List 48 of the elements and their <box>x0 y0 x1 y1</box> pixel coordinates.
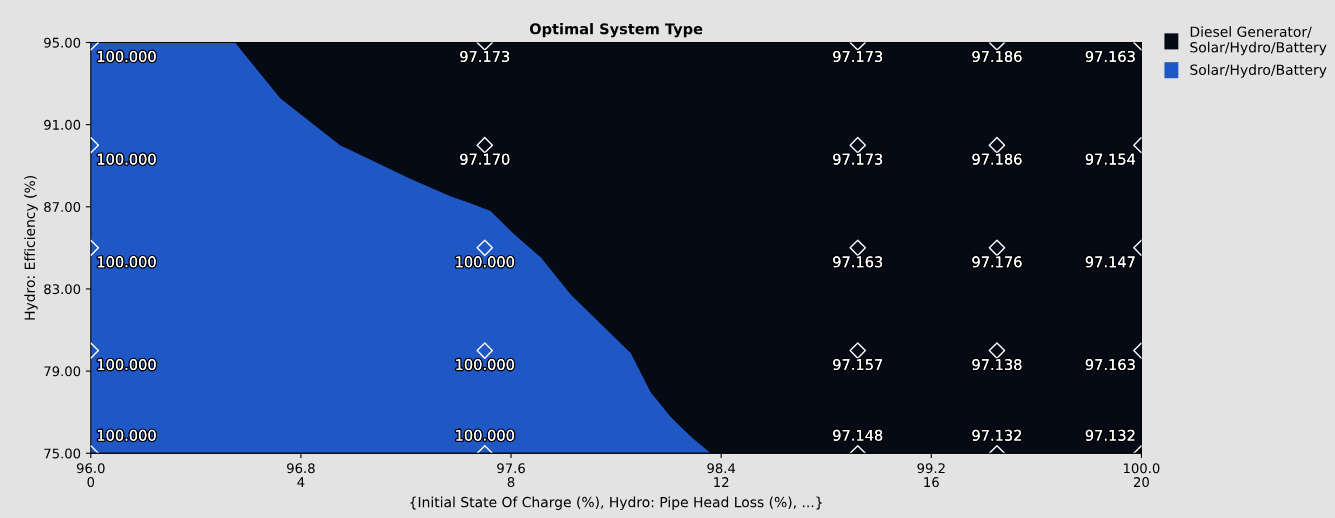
annotation: 97.138 <box>972 359 1022 371</box>
x-tick-label: 98.4 <box>707 463 736 474</box>
annotation: 97.132 <box>1085 429 1135 441</box>
annotation: 97.163 <box>1085 50 1135 62</box>
band-label: Diesel Generator/ Solar/Hydro/Battery <box>1190 26 1327 56</box>
annotation: 97.176 <box>972 256 1022 268</box>
annotation: 100.000 <box>456 256 514 268</box>
y-tick-label: 83.00 <box>44 284 81 295</box>
x2-tick-label: 16 <box>924 477 939 488</box>
x-tick-label: 100.0 <box>1123 463 1160 474</box>
x-tick-label: 97.6 <box>497 463 525 474</box>
annotation: 97.147 <box>1085 256 1135 268</box>
annotation: 100.000 <box>97 429 156 441</box>
annotation: 97.173 <box>460 50 510 62</box>
x2-tick-label: 8 <box>507 477 515 488</box>
y-tick-label: 87.00 <box>44 202 81 212</box>
x2-tick-label: 20 <box>1134 477 1149 488</box>
annotation: 100.000 <box>97 359 156 371</box>
legend-label: Solar/Hydro/Battery <box>1190 64 1327 78</box>
x-axis-title: {Initial State Of Charge (%), Hydro: Pipe Head Loss (%), ...} <box>410 496 822 511</box>
annotation: 100.000 <box>97 153 156 165</box>
annotation: 97.157 <box>833 359 883 371</box>
annotation: 100.000 <box>456 359 514 371</box>
annotation: 97.170 <box>460 153 510 165</box>
annotation: 97.154 <box>1085 153 1136 165</box>
annotation: 97.173 <box>833 50 883 62</box>
y-tick-label: 79.00 <box>44 366 81 377</box>
x2-tick-label: 0 <box>87 477 95 488</box>
x-tick-label: 99.2 <box>917 463 945 474</box>
x-tick-label: 96.8 <box>287 463 315 474</box>
y-tick-label: 95.00 <box>44 37 81 48</box>
annotation: 97.163 <box>833 256 883 268</box>
annotation: 97.186 <box>972 153 1022 165</box>
x2-tick-label: 4 <box>297 477 305 487</box>
y-tick-label: 75.00 <box>44 448 81 459</box>
annotation: 100.000 <box>97 256 156 268</box>
x2-tick-label: 12 <box>714 477 729 487</box>
annotation: 100.000 <box>97 50 156 62</box>
annotation: 97.132 <box>972 429 1022 441</box>
annotation: 97.186 <box>972 50 1022 62</box>
annotation: 100.000 <box>456 429 514 441</box>
annotation: 97.148 <box>833 429 883 441</box>
x-tick-label: 96.0 <box>76 463 105 474</box>
y-axis-title: Hydro: Efficiency (%) <box>24 176 38 320</box>
annotation: 97.173 <box>833 153 883 165</box>
y-tick-label: 91.00 <box>44 119 81 130</box>
chart-title: Optimal System Type <box>529 23 703 38</box>
annotation: 97.163 <box>1085 359 1135 371</box>
